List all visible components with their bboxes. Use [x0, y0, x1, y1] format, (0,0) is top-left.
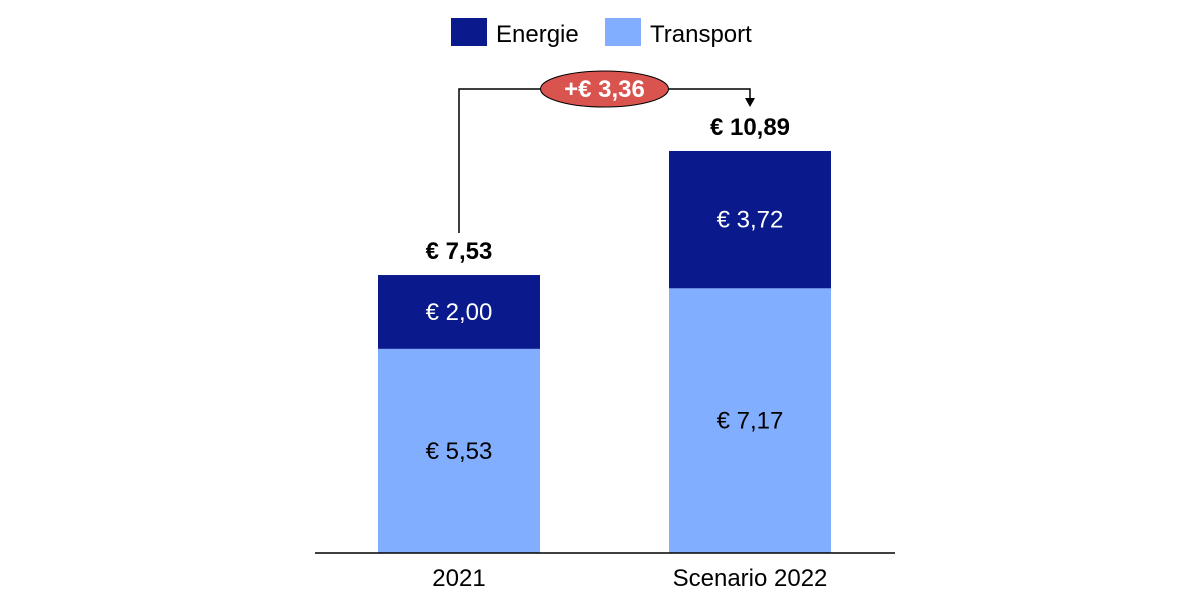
connector-arrowhead	[745, 98, 755, 107]
difference-badge	[540, 70, 669, 108]
x-tick-label-0: 2021	[432, 565, 485, 592]
legend-swatch-transport	[605, 18, 641, 46]
segment-label-energie-0: € 2,00	[426, 299, 493, 326]
bar-segment-energie-1	[669, 151, 831, 289]
legend: Energie Transport	[451, 18, 752, 48]
difference-label: +€ 3,36	[564, 76, 645, 103]
labels-group: € 5,53 € 2,00 € 7,53 2021 € 7,17 € 3,72 € 10,8…	[426, 114, 828, 592]
legend-label-transport: Transport	[650, 21, 752, 48]
total-label-1: € 10,89	[710, 114, 790, 141]
bars-group	[378, 151, 831, 553]
legend-swatch-energie	[451, 18, 487, 46]
bar-segment-transport-1	[669, 288, 831, 553]
total-label-0: € 7,53	[426, 238, 493, 265]
x-tick-label-1: Scenario 2022	[673, 565, 828, 592]
segment-label-transport-0: € 5,53	[426, 438, 493, 465]
segment-label-energie-1: € 3,72	[717, 207, 784, 234]
difference-connector: +€ 3,36	[458, 70, 755, 234]
legend-label-energie: Energie	[496, 21, 579, 48]
segment-label-transport-1: € 7,17	[717, 408, 784, 435]
bar-segment-energie-0	[378, 275, 540, 349]
bar-segment-transport-0	[378, 348, 540, 553]
